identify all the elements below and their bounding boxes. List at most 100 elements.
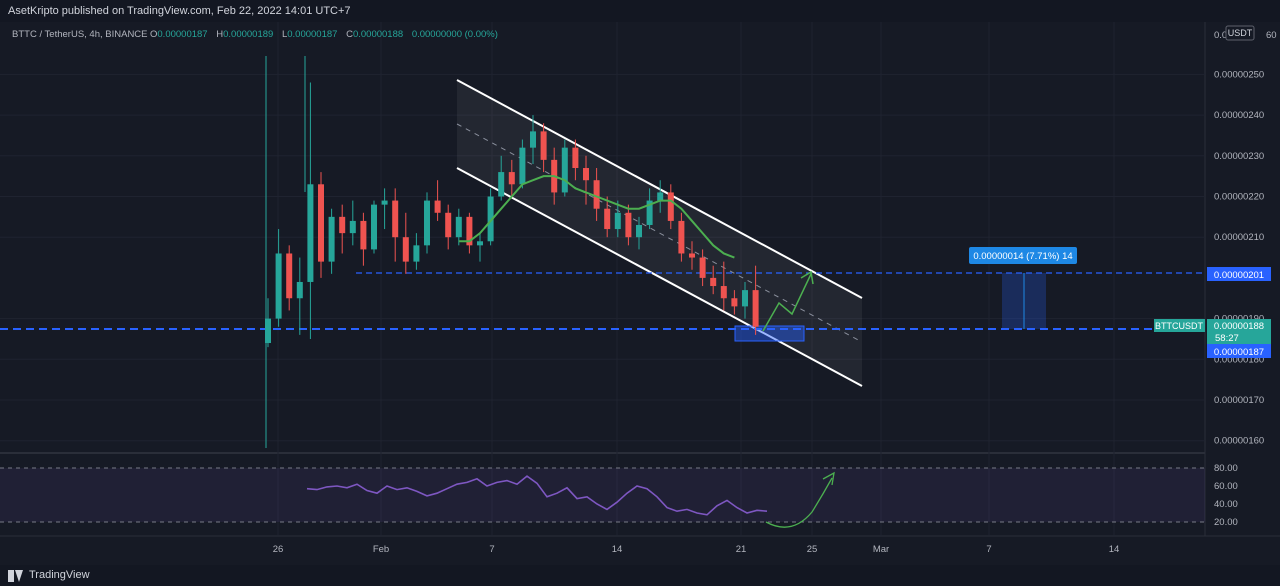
rsi-axis-label: 80.00 — [1214, 463, 1238, 474]
time-axis-label: Feb — [373, 544, 389, 555]
current-price-badge-bg — [1207, 319, 1271, 344]
legend-h-label: H — [216, 29, 223, 40]
time-axis-labels: 26 Feb 7 14 21 25 Mar 7 14 — [273, 544, 1120, 555]
moving-average-line[interactable] — [458, 175, 735, 259]
grid — [0, 22, 1205, 536]
candle-body — [689, 253, 695, 258]
price-axis-label: 0.00000230 — [1214, 151, 1264, 162]
rsi-projection-arrow-head — [822, 471, 835, 486]
publish-text: AsetKripto published on TradingView.com,… — [8, 5, 351, 17]
candle-body — [445, 212, 452, 238]
candle-body — [699, 257, 706, 278]
candle-body — [402, 237, 409, 262]
publish-header: AsetKripto published on TradingView.com,… — [0, 0, 1280, 22]
candle-body — [455, 216, 462, 238]
resistance-price-badge: 0.00000201 — [1214, 270, 1264, 281]
candle-body — [710, 277, 717, 287]
candle-body — [413, 245, 420, 262]
time-axis-label: 21 — [736, 544, 747, 555]
rsi-band — [0, 468, 1205, 522]
candle-body — [328, 216, 335, 262]
projection-arrow-head — [800, 270, 814, 285]
candle-body — [392, 200, 399, 238]
rsi-axis-label: 60.00 — [1214, 481, 1238, 492]
rsi-line[interactable] — [306, 475, 768, 516]
candle-body — [583, 168, 589, 181]
time-axis-label: 7 — [986, 544, 991, 555]
channel-fill[interactable] — [457, 80, 862, 386]
rsi-axis-label: 40.00 — [1214, 499, 1238, 510]
price-axis-top-label: 0.0 — [1214, 30, 1227, 41]
candle-body — [466, 216, 473, 246]
legend-l-value: 0.00000187 — [287, 29, 337, 40]
candle-body — [487, 196, 494, 242]
time-axis-label: 14 — [612, 544, 623, 555]
measure-label-bg — [969, 247, 1077, 264]
legend-symbol: BTTC / TetherUS, 4h, BINANCE — [12, 29, 148, 40]
candle-body — [636, 224, 642, 238]
support-zone-box[interactable] — [734, 325, 805, 342]
rsi-projection-arrow[interactable] — [765, 477, 833, 528]
price-axis-label: 0.00000240 — [1214, 110, 1264, 121]
legend-c-value: 0.00000188 — [353, 29, 403, 40]
candle-body — [371, 204, 377, 250]
channel-upper-line[interactable] — [456, 79, 863, 299]
time-axis-label: 14 — [1109, 544, 1120, 555]
candle-body — [265, 318, 271, 344]
candle-body — [752, 290, 759, 327]
tradingview-logo-icon — [8, 569, 24, 582]
price-axis-label: 0.00000210 — [1214, 232, 1264, 243]
time-axis-label: 7 — [489, 544, 494, 555]
time-axis[interactable] — [0, 536, 1205, 565]
candle-body — [360, 220, 367, 250]
legend-h-value: 0.00000189 — [223, 29, 273, 40]
legend-c-label: C — [346, 29, 353, 40]
tradingview-logo[interactable]: TradingView — [8, 569, 90, 582]
candle-body — [593, 180, 600, 209]
candle-body — [742, 290, 748, 307]
time-axis-label: 26 — [273, 544, 284, 555]
channel-lower-line[interactable] — [456, 167, 863, 387]
candle-body — [498, 172, 505, 197]
candle-body — [731, 298, 738, 307]
legend-o-label: O — [150, 29, 157, 40]
candle-body — [424, 200, 430, 246]
bar-countdown: 58:27 — [1215, 333, 1239, 344]
candle-body — [508, 172, 515, 185]
support-price-badge: 0.00000187 — [1214, 347, 1264, 358]
candle-body — [667, 192, 674, 221]
candle-body — [296, 281, 303, 299]
ticker-badge-bg — [1154, 319, 1205, 332]
rsi-axis-labels: 80.00 60.00 40.00 20.00 — [1214, 463, 1238, 528]
chart-canvas[interactable]: BTTC / TetherUS, 4h, BINANCE O0.00000187… — [0, 22, 1280, 565]
price-axis-label: 0.00000160 — [1214, 436, 1264, 447]
candle-body — [678, 220, 685, 254]
legend-o-value: 0.00000187 — [157, 29, 207, 40]
projection-arrow[interactable] — [762, 273, 812, 332]
price-axis-label: 0.00000170 — [1214, 395, 1264, 406]
footer-bar: TradingView — [0, 565, 1280, 586]
measure-label: 0.00000014 (7.71%) 14 — [973, 251, 1072, 262]
candle-body — [625, 212, 632, 238]
legend-ohlc: O0.00000187 H0.00000189 L0.00000187 C0.0… — [150, 29, 498, 40]
time-axis-label: 25 — [807, 544, 818, 555]
candle-body — [286, 253, 293, 299]
currency-badge-bg — [1225, 25, 1255, 41]
resistance-price-badge-bg — [1207, 267, 1271, 281]
tradingview-brand: TradingView — [29, 569, 90, 581]
currency-badge[interactable]: USDT — [1228, 28, 1253, 38]
candle-body — [604, 208, 611, 230]
price-axis-label: 0.00000220 — [1214, 192, 1264, 203]
candle-body — [275, 253, 282, 319]
price-axis-label: 0.00000250 — [1214, 69, 1264, 80]
candle-body — [307, 184, 314, 282]
price-axis-label: 0.00000180 — [1214, 354, 1264, 365]
channel-mid-line[interactable] — [456, 123, 863, 343]
candle-body — [561, 147, 568, 193]
legend-l-label: L — [282, 29, 287, 40]
candle-body — [646, 200, 653, 225]
current-price-badge: 0.00000188 — [1214, 321, 1264, 332]
legend-change: 0.00000000 (0.00%) — [412, 29, 498, 40]
rsi-axis-label: 20.00 — [1214, 517, 1238, 528]
candle-body — [614, 212, 621, 230]
